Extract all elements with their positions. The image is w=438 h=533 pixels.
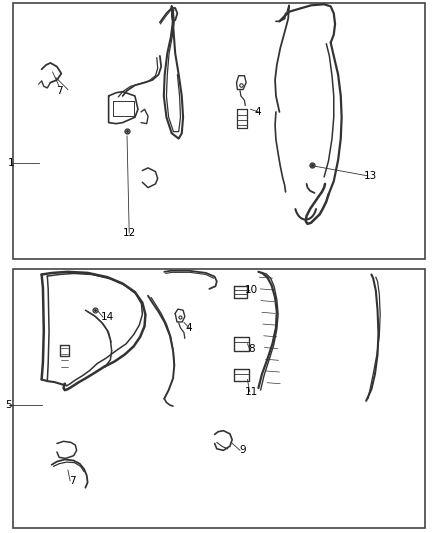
Text: 8: 8 xyxy=(248,344,255,354)
Text: 11: 11 xyxy=(245,387,258,397)
Text: 5: 5 xyxy=(5,400,12,410)
Text: 10: 10 xyxy=(245,286,258,295)
Text: 1: 1 xyxy=(7,158,14,167)
Text: 14: 14 xyxy=(101,312,114,322)
Text: 7: 7 xyxy=(69,476,76,486)
Text: 12: 12 xyxy=(123,228,136,238)
Text: 4: 4 xyxy=(185,323,192,333)
Bar xyxy=(13,269,425,528)
Text: 13: 13 xyxy=(364,171,377,181)
Text: 7: 7 xyxy=(56,86,63,95)
Text: 9: 9 xyxy=(240,446,247,455)
Text: 4: 4 xyxy=(254,107,261,117)
Bar xyxy=(13,3,425,259)
